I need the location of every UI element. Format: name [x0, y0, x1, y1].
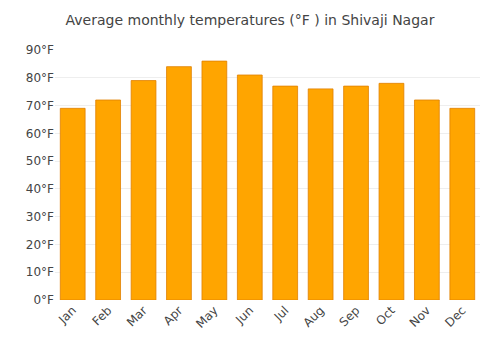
svg-text:Mar: Mar — [124, 303, 150, 329]
svg-text:Feb: Feb — [90, 303, 115, 328]
svg-text:Apr: Apr — [161, 303, 186, 328]
svg-text:Oct: Oct — [373, 303, 398, 328]
svg-text:Nov: Nov — [407, 303, 433, 329]
svg-text:Dec: Dec — [442, 303, 468, 329]
svg-text:Jul: Jul — [271, 303, 292, 324]
svg-text:60°F: 60°F — [26, 127, 54, 141]
svg-text:0°F: 0°F — [33, 293, 54, 307]
svg-text:Aug: Aug — [301, 303, 327, 329]
svg-text:Average monthly temperatures (: Average monthly temperatures (°F ) in Sh… — [66, 12, 435, 28]
svg-text:10°F: 10°F — [26, 265, 54, 279]
svg-text:40°F: 40°F — [26, 182, 54, 196]
svg-text:Jun: Jun — [232, 303, 256, 327]
svg-text:80°F: 80°F — [26, 71, 54, 85]
svg-text:Jan: Jan — [55, 303, 79, 327]
svg-text:20°F: 20°F — [26, 238, 54, 252]
svg-text:May: May — [193, 303, 220, 330]
svg-text:70°F: 70°F — [26, 99, 54, 113]
svg-text:30°F: 30°F — [26, 210, 54, 224]
svg-text:90°F: 90°F — [26, 43, 54, 57]
svg-text:50°F: 50°F — [26, 154, 54, 168]
svg-text:Sep: Sep — [337, 303, 363, 329]
